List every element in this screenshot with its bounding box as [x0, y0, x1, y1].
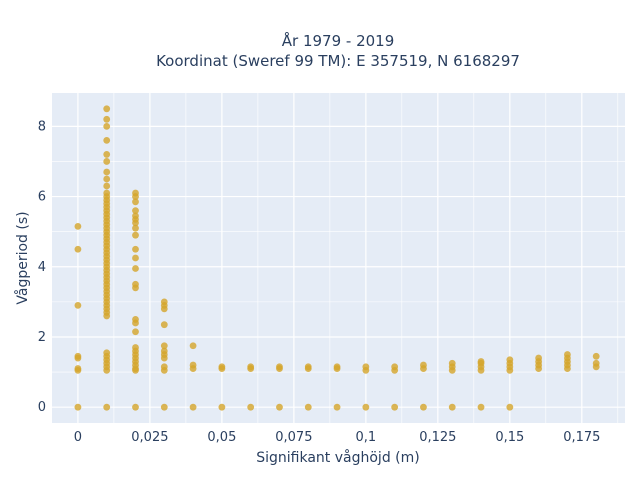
data-point — [592, 352, 600, 360]
data-point — [448, 403, 456, 411]
data-point — [132, 224, 139, 232]
y-axis-title: Vågperiod (s) — [14, 211, 31, 304]
data-point — [132, 189, 139, 197]
data-point — [189, 403, 197, 411]
data-point — [103, 115, 111, 123]
x-tick-label: 0,05 — [207, 430, 236, 445]
data-point — [103, 403, 111, 411]
data-point — [506, 356, 514, 364]
x-tick-label: 0,175 — [563, 430, 600, 445]
data-point — [132, 344, 139, 351]
data-point — [103, 122, 111, 130]
data-point — [132, 198, 139, 206]
data-point — [74, 223, 82, 230]
data-point — [189, 342, 197, 350]
data-points — [74, 105, 600, 411]
data-point — [276, 363, 283, 371]
data-point — [132, 265, 139, 272]
data-point — [304, 403, 312, 411]
data-point — [132, 316, 139, 323]
data-point — [132, 231, 139, 239]
chart-title-line2: Koordinat (Sweref 99 TM): E 357519, N 61… — [156, 52, 520, 70]
x-tick-label: 0,125 — [419, 430, 456, 445]
data-point — [74, 352, 82, 360]
data-point — [420, 361, 427, 369]
data-point — [103, 182, 111, 190]
x-tick-label: 0,075 — [275, 430, 312, 445]
x-tick-label: 0 — [74, 430, 82, 445]
data-point — [247, 403, 255, 411]
data-point — [74, 365, 82, 372]
data-point — [592, 359, 600, 367]
data-point — [103, 105, 111, 113]
data-point — [160, 363, 168, 371]
data-point — [160, 321, 168, 329]
data-point — [132, 245, 139, 253]
grid-lines — [52, 93, 625, 423]
x-tick-label: 0,15 — [495, 430, 524, 445]
y-tick-label: 4 — [38, 260, 46, 275]
data-point — [477, 403, 485, 411]
data-point — [333, 363, 341, 371]
data-point — [132, 403, 139, 411]
data-point — [160, 342, 168, 350]
data-point — [420, 403, 427, 411]
data-point — [160, 298, 168, 306]
data-point — [506, 403, 514, 411]
data-point — [103, 349, 111, 357]
data-point — [333, 403, 341, 411]
data-point — [132, 280, 139, 288]
data-point — [103, 136, 111, 144]
data-point — [362, 403, 370, 411]
data-point — [160, 347, 168, 355]
data-point — [74, 245, 82, 253]
data-point — [74, 301, 82, 309]
x-axis-title: Signifikant våghöjd (m) — [256, 449, 419, 466]
y-tick-label: 8 — [38, 119, 46, 134]
data-point — [304, 363, 312, 371]
data-point — [103, 158, 111, 165]
data-point — [103, 189, 111, 197]
data-point — [391, 363, 399, 371]
data-point — [132, 254, 139, 262]
data-point — [247, 363, 255, 371]
y-tick-label: 2 — [38, 330, 46, 345]
data-point — [276, 403, 283, 411]
data-point — [103, 175, 111, 183]
data-point — [391, 403, 399, 411]
data-point — [189, 361, 197, 369]
data-point — [218, 403, 226, 411]
data-point — [103, 168, 111, 176]
x-tick-label: 0,1 — [356, 430, 377, 445]
chart-title-line1: År 1979 - 2019 — [282, 31, 395, 50]
data-point — [218, 363, 226, 371]
data-point — [535, 354, 543, 362]
data-point — [132, 328, 139, 336]
data-point — [103, 151, 111, 158]
data-point — [160, 403, 168, 411]
data-point — [448, 359, 456, 367]
y-tick-label: 0 — [38, 400, 46, 415]
data-point — [74, 403, 82, 411]
data-point — [132, 212, 139, 220]
data-point — [477, 358, 485, 365]
y-tick-label: 6 — [38, 190, 46, 205]
x-tick-labels: 0 0,025 0,05 0,075 0,1 0,125 0,15 0,175 — [74, 430, 601, 445]
data-point — [132, 207, 139, 215]
x-tick-label: 0,025 — [131, 430, 168, 445]
data-point — [362, 363, 370, 371]
data-point — [564, 351, 571, 358]
y-tick-labels: 0 2 4 6 8 — [38, 119, 46, 415]
